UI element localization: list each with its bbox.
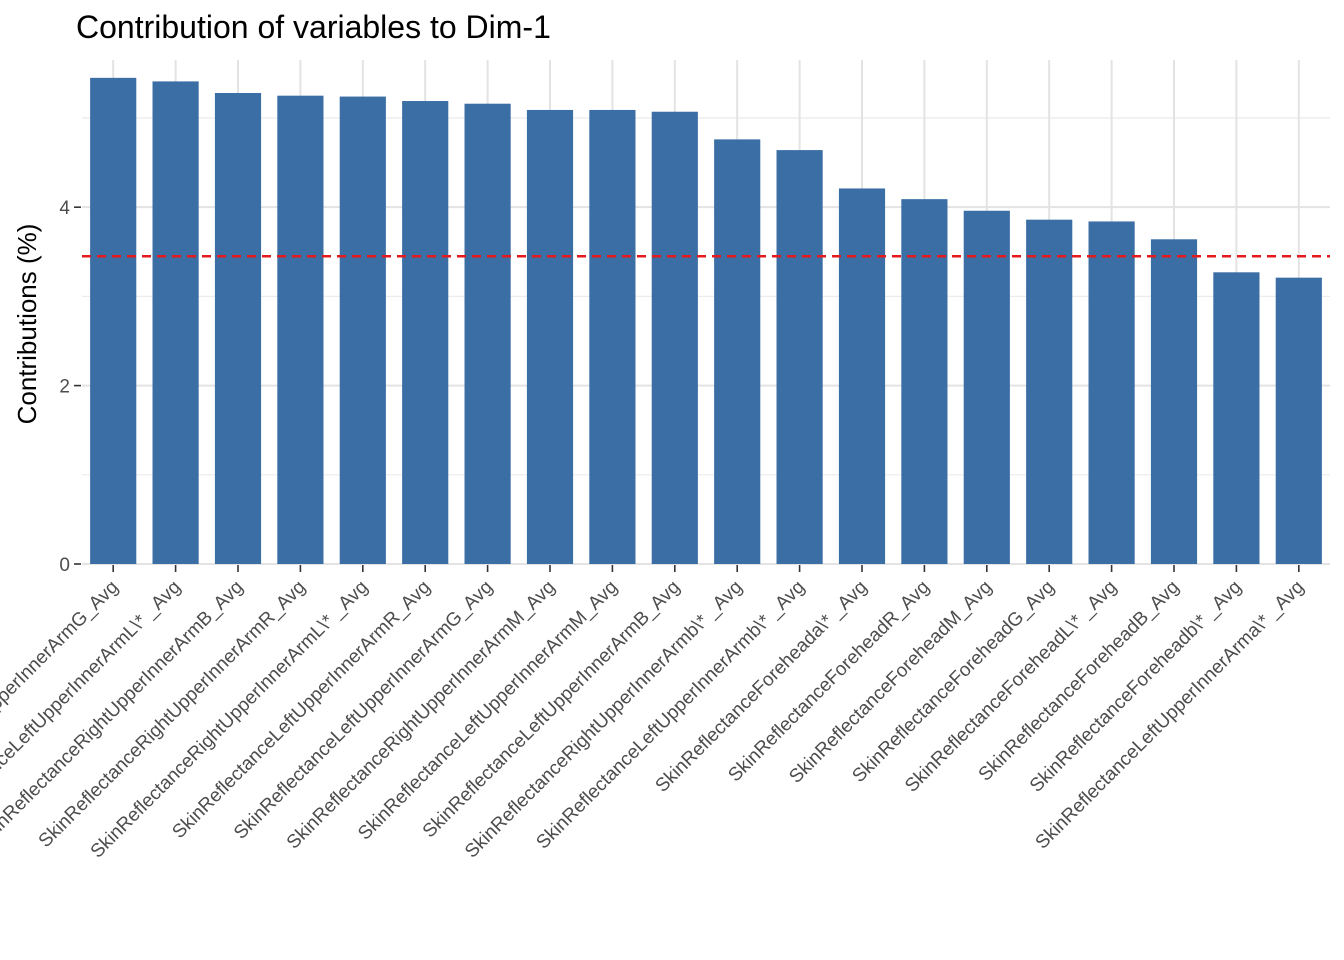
bar bbox=[1275, 277, 1322, 564]
bar bbox=[402, 101, 449, 564]
bar bbox=[963, 210, 1010, 565]
bar bbox=[277, 95, 324, 564]
x-axis: SkinReflectanceRightUpperInnerArmG_AvgSk… bbox=[0, 565, 1308, 862]
bar bbox=[1213, 272, 1260, 564]
grid-lines bbox=[82, 60, 1330, 565]
bar bbox=[339, 96, 386, 564]
bar bbox=[714, 139, 761, 564]
bar bbox=[464, 103, 511, 565]
chart-title: Contribution of variables to Dim-1 bbox=[76, 9, 551, 45]
y-tick-label: 4 bbox=[59, 198, 70, 219]
bar bbox=[901, 199, 948, 564]
bar bbox=[90, 77, 137, 565]
y-tick-label: 2 bbox=[59, 377, 70, 398]
bar bbox=[214, 93, 262, 564]
bar bbox=[589, 109, 636, 564]
bars bbox=[90, 77, 1322, 565]
bar bbox=[1026, 219, 1073, 565]
y-tick-label: 0 bbox=[59, 555, 70, 576]
y-axis: 0 2 4 bbox=[59, 198, 81, 576]
bar bbox=[1150, 239, 1198, 564]
bar bbox=[152, 81, 199, 565]
y-axis-label: Contributions (%) bbox=[12, 224, 42, 425]
bar bbox=[838, 188, 886, 564]
bar bbox=[651, 111, 698, 565]
bar bbox=[776, 150, 823, 564]
bar bbox=[1088, 221, 1135, 564]
bar bbox=[526, 109, 574, 564]
